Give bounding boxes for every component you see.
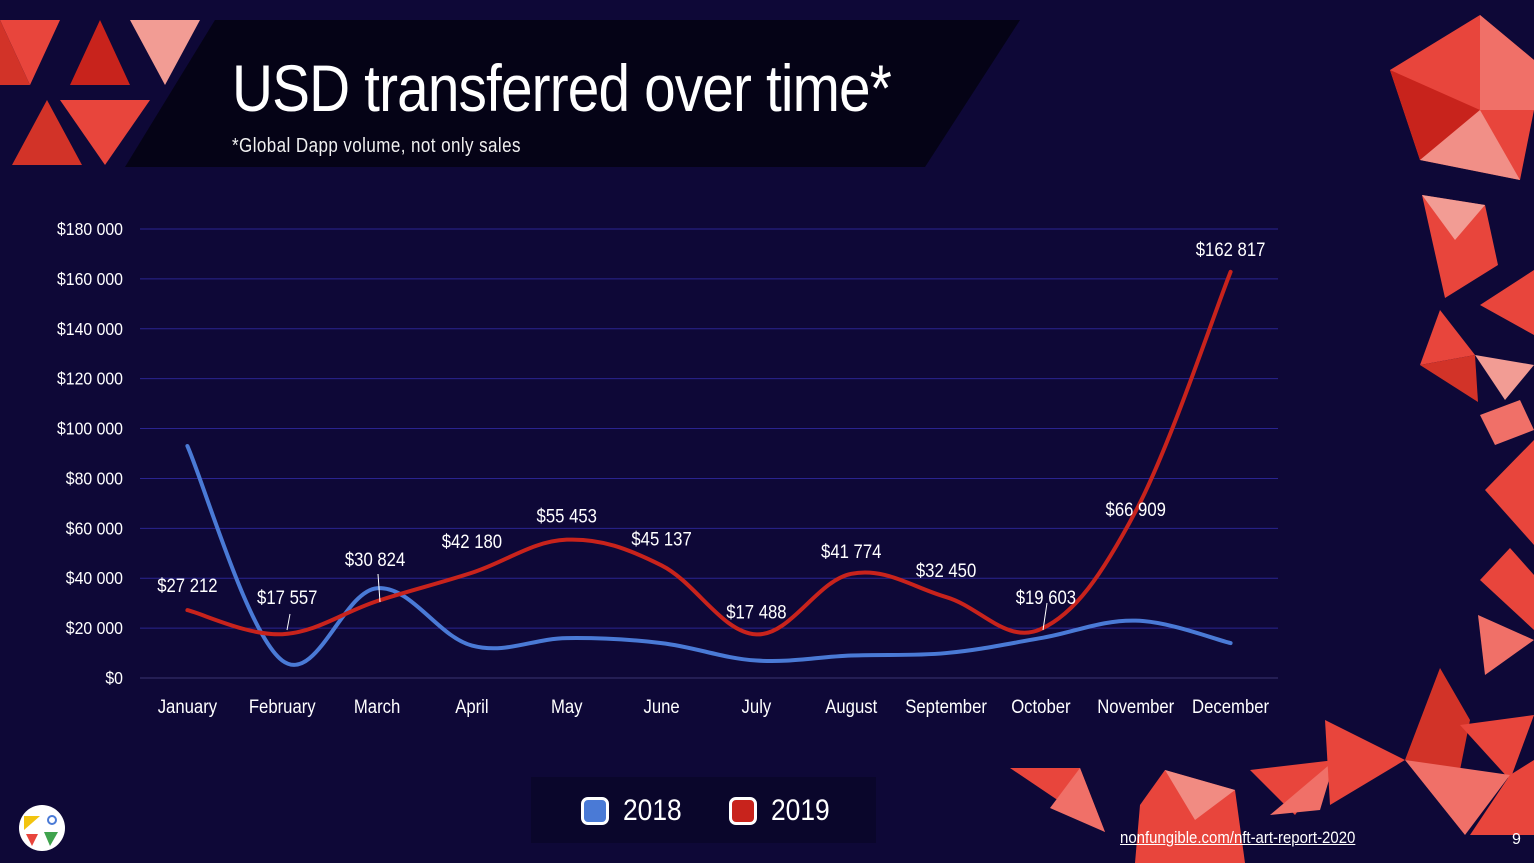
x-tick-label: December	[1192, 696, 1269, 717]
data-label: $19 603	[1016, 587, 1076, 608]
legend-item-2018: 2018	[581, 793, 690, 829]
legend-label-2019: 2019	[771, 794, 830, 827]
page-number: 9	[1512, 831, 1521, 848]
bottom-right-triangles	[1010, 668, 1534, 863]
x-tick-label: September	[905, 696, 987, 717]
series-line-2018	[185, 444, 1233, 667]
data-label: $45 137	[631, 528, 691, 549]
data-label: $66 909	[1106, 499, 1166, 520]
legend-label-2018: 2018	[623, 794, 682, 827]
data-label: $27 212	[157, 575, 217, 596]
x-tick-label: March	[354, 696, 400, 717]
right-side-triangles	[1390, 15, 1534, 675]
page-title: USD transferred over time*	[232, 51, 892, 125]
x-tick-label: November	[1097, 696, 1174, 717]
x-axis: January February March April May June July Augu…	[158, 696, 1269, 717]
y-tick-label: $140 000	[57, 319, 123, 339]
label-leader-line	[377, 573, 381, 603]
data-labels: $27 212 $17 557 $30 824 $42 180 $55 453 $45 1…	[157, 239, 1266, 631]
series-lines	[185, 269, 1233, 667]
data-label: $17 557	[257, 587, 317, 608]
x-tick-label: May	[551, 696, 583, 717]
data-label: $42 180	[442, 531, 502, 552]
x-tick-label: June	[643, 696, 679, 717]
data-label: $32 450	[916, 560, 976, 581]
data-label: $162 817	[1196, 239, 1266, 260]
y-tick-label: $20 000	[66, 618, 123, 638]
grid-lines	[140, 228, 1278, 679]
data-label: $41 774	[821, 541, 881, 562]
x-tick-label: August	[825, 696, 877, 717]
y-tick-label: $100 000	[57, 419, 123, 439]
x-tick-label: February	[249, 696, 316, 717]
x-tick-label: July	[742, 696, 772, 717]
footer-source-link[interactable]: nonfungible.com/nft-art-report-2020	[1120, 828, 1356, 847]
series-line-2019	[185, 269, 1233, 637]
data-label: $17 488	[726, 601, 786, 622]
nonfungible-logo-icon	[19, 805, 65, 851]
y-tick-label: $160 000	[57, 269, 123, 289]
y-axis: $0 $20 000 $40 000 $60 000 $80 000 $100 000 $1…	[57, 219, 123, 688]
x-tick-label: January	[158, 696, 217, 717]
y-tick-label: $180 000	[57, 219, 123, 239]
label-leader-line	[286, 613, 291, 631]
y-tick-label: $80 000	[66, 469, 123, 489]
x-tick-label: April	[455, 696, 488, 717]
x-tick-label: October	[1011, 696, 1070, 717]
y-tick-label: $0	[105, 668, 123, 688]
legend-swatch-2018	[581, 797, 609, 825]
y-tick-label: $60 000	[66, 518, 123, 538]
y-tick-label: $40 000	[66, 568, 123, 588]
data-label: $30 824	[345, 549, 405, 570]
page-subtitle: *Global Dapp volume, not only sales	[232, 135, 521, 157]
y-tick-label: $120 000	[57, 369, 123, 389]
chart-legend: 2018 2019	[531, 777, 876, 843]
label-leader-line	[1042, 602, 1048, 631]
data-label: $55 453	[537, 506, 597, 527]
legend-item-2019: 2019	[729, 793, 838, 829]
legend-swatch-2019	[729, 797, 757, 825]
